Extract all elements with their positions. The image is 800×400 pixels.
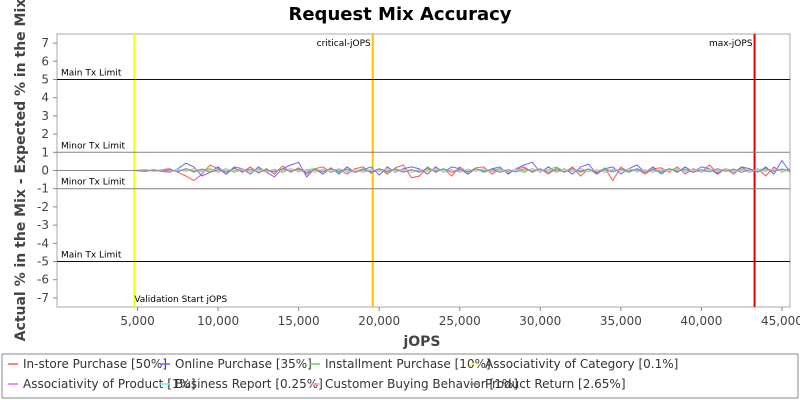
legend-label: Product Return [2.65%]	[485, 377, 626, 391]
y-tick-label: 3	[41, 109, 49, 123]
y-tick-label: 7	[41, 36, 49, 50]
y-tick-label: 0	[41, 164, 49, 178]
y-tick-label: -5	[37, 255, 49, 269]
legend-label: Business Report [0.25%]	[175, 377, 323, 391]
y-tick-label: 1	[41, 145, 49, 159]
y-tick-label: 2	[41, 127, 49, 141]
legend-label: Customer Buying Behavior [1%]	[325, 377, 518, 391]
y-tick-label: -3	[37, 218, 49, 232]
x-tick-label: 40,000	[680, 314, 722, 328]
chart-title: Request Mix Accuracy	[288, 4, 511, 25]
x-tick-label: 5,000	[120, 314, 154, 328]
y-tick-label: -4	[37, 236, 49, 250]
legend-label: Associativity of Product [1%]	[23, 377, 196, 391]
limit-lines: Main Tx Limit Minor Tx Limit Minor Tx Limi…	[57, 69, 790, 262]
y-tick-label: 4	[41, 91, 49, 105]
x-axis-label: jOPS	[402, 334, 440, 350]
y-tick-label: 5	[41, 73, 49, 87]
y-tick-label: 6	[41, 54, 49, 68]
x-tick-label: 15,000	[278, 314, 320, 328]
marker-label: critical-jOPS	[317, 39, 371, 49]
y-axis-ticks: -7 -6 -5 -4 -3 -2 -1 0 1 2 3 4 5 6 7	[37, 36, 57, 305]
x-tick-label: 30,000	[519, 314, 561, 328]
series-line	[57, 168, 791, 173]
legend-label: Associativity of Category [0.1%]	[485, 357, 678, 371]
x-tick-label: 35,000	[600, 314, 642, 328]
y-tick-label: -1	[37, 182, 49, 196]
y-axis-label: Actual % in the Mix - Expected % in the …	[13, 0, 29, 341]
y-tick-label: -2	[37, 200, 49, 214]
x-tick-label: 25,000	[439, 314, 481, 328]
legend-label: Installment Purchase [10%]	[325, 357, 491, 371]
x-axis-ticks: 5,000 10,000 15,000 20,000 25,000 30,000 35,00…	[120, 307, 800, 328]
series-line	[57, 168, 791, 173]
legend-label: In-store Purchase [50%]	[23, 357, 167, 371]
legend-label: Online Purchase [35%]	[175, 357, 312, 371]
limit-line-label: Main Tx Limit	[61, 69, 122, 79]
marker-label: Validation Start jOPS	[134, 295, 227, 305]
x-tick-label: 45,000	[761, 314, 800, 328]
y-tick-label: -7	[37, 291, 49, 305]
legend: In-store Purchase [50%] Online Purchase […	[8, 357, 678, 391]
series-group	[57, 159, 791, 182]
limit-line-label: Minor Tx Limit	[61, 178, 126, 188]
marker-label: max-jOPS	[709, 39, 753, 49]
legend-box	[1, 353, 799, 399]
x-tick-label: 10,000	[197, 314, 239, 328]
limit-line-label: Main Tx Limit	[61, 251, 122, 261]
x-tick-label: 20,000	[358, 314, 400, 328]
y-tick-label: -6	[37, 273, 49, 287]
marker-labels: Validation Start jOPS critical-jOPS max-jO…	[134, 39, 753, 305]
limit-line-label: Minor Tx Limit	[61, 141, 126, 151]
